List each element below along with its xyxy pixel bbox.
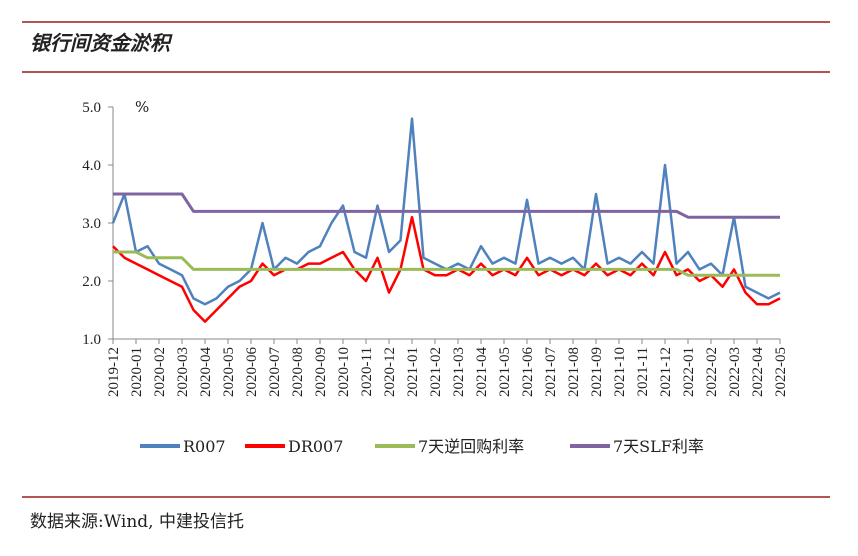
x-tick-label: 2022-01 [681, 347, 697, 397]
x-tick-label: 2020-05 [221, 347, 237, 397]
y-tick-label: 3.0 [82, 216, 101, 232]
y-tick-label: 1.0 [82, 332, 101, 348]
x-tick-label: 2021-10 [612, 347, 628, 397]
x-tick-label: 2020-04 [198, 347, 214, 397]
y-tick-label: 4.0 [82, 158, 101, 174]
y-tick-label: 5.0 [82, 100, 101, 116]
legend-label: DR007 [288, 437, 343, 456]
x-tick-label: 2020-11 [359, 347, 375, 396]
x-tick-label: 2020-02 [152, 347, 168, 397]
x-tick-label: 2021-07 [543, 347, 559, 397]
series-line [113, 250, 780, 277]
x-tick-label: 2021-01 [405, 347, 421, 397]
x-tick-label: 2021-11 [635, 347, 651, 396]
x-tick-label: 2022-03 [727, 347, 743, 397]
chart-title: 银行间资金淤积 [30, 31, 173, 55]
x-tick-label: 2021-04 [474, 347, 490, 397]
x-tick-label: 2020-12 [382, 347, 398, 397]
y-axis-label: % [135, 98, 149, 116]
x-tick-label: 2022-05 [773, 347, 789, 397]
x-tick-label: 2020-10 [336, 347, 352, 397]
x-tick-label: 2020-08 [290, 347, 306, 397]
legend-label: R007 [183, 437, 226, 456]
x-tick-label: 2022-04 [750, 347, 766, 397]
x-tick-label: 2021-05 [497, 347, 513, 397]
legend-label: 7天SLF利率 [613, 437, 704, 456]
y-tick-label: 2.0 [82, 274, 101, 290]
x-tick-label: 2021-02 [428, 347, 444, 397]
series-line [112, 215, 781, 323]
x-tick-label: 2020-01 [129, 347, 145, 397]
x-tick-label: 2020-06 [244, 347, 260, 397]
x-tick-label: 2021-09 [589, 347, 605, 397]
series-line [113, 192, 780, 219]
x-tick-label: 2021-12 [658, 347, 674, 397]
x-tick-label: 2019-12 [106, 347, 122, 397]
source-note: 数据来源:Wind, 中建投信托 [30, 512, 244, 532]
x-tick-label: 2021-06 [520, 347, 536, 397]
legend-label: 7天逆回购利率 [418, 437, 524, 456]
x-tick-label: 2021-03 [451, 347, 467, 397]
x-tick-label: 2020-09 [313, 347, 329, 397]
x-tick-label: 2020-03 [175, 347, 191, 397]
x-tick-label: 2020-07 [267, 347, 283, 397]
x-tick-label: 2021-08 [566, 347, 582, 397]
x-tick-label: 2022-02 [704, 347, 720, 397]
